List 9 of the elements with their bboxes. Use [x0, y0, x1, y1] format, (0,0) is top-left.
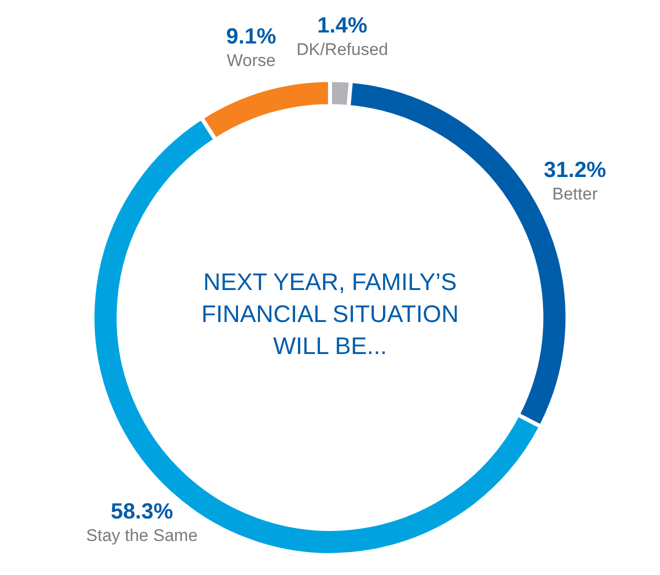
data-label: 1.4%: [317, 12, 368, 38]
slice-label: Worse: [226, 51, 276, 70]
data-label: 58.3%: [110, 498, 174, 524]
slice-label: Stay the Same: [86, 526, 198, 545]
slice-label: DK/Refused: [296, 40, 388, 59]
data-label: 9.1%: [226, 23, 276, 48]
slice-label: Better: [552, 184, 598, 204]
text: NEXT YEAR, FAMILY’S FINANCIAL SITUATION WILL BE...: [200, 268, 460, 362]
data-label: 31.2%: [544, 156, 606, 182]
